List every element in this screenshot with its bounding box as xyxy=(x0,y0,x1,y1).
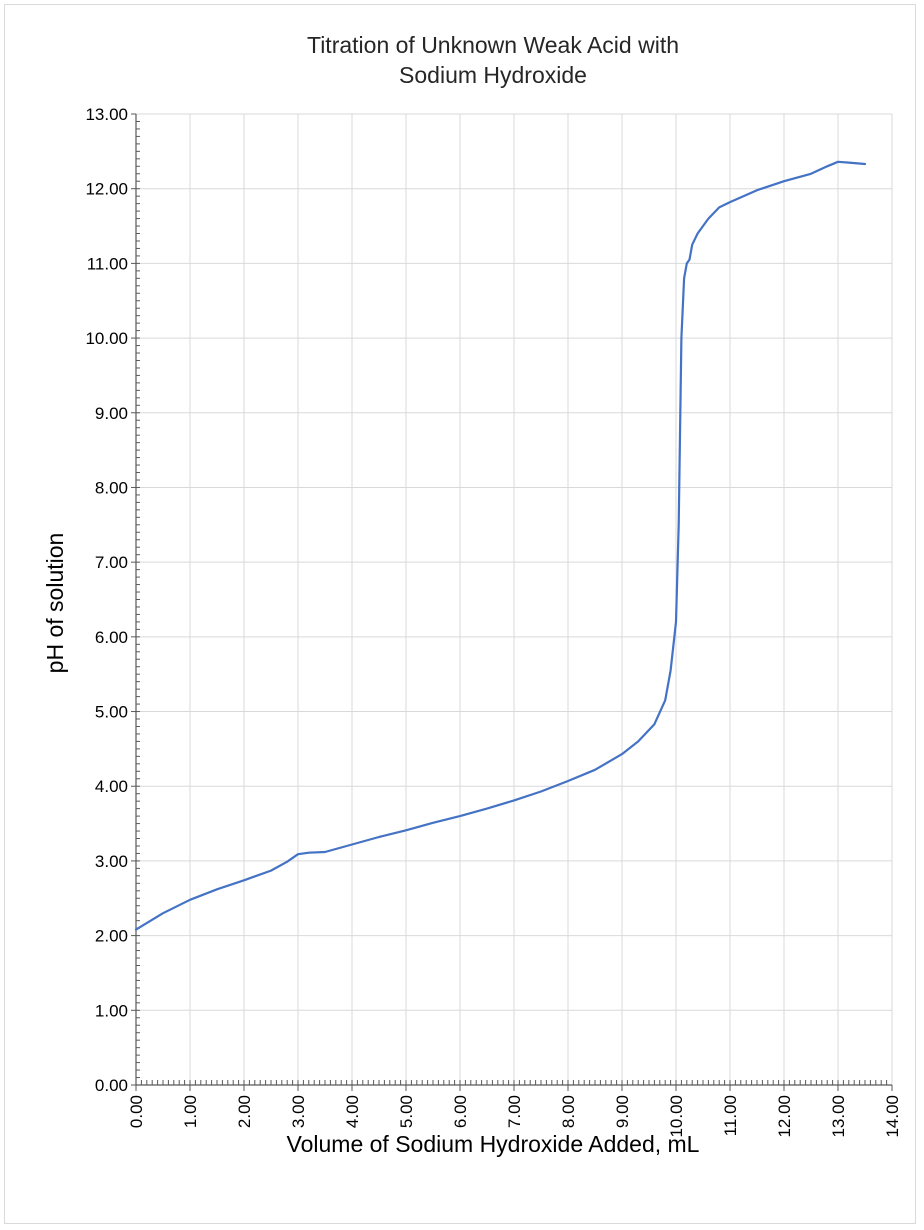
data-series xyxy=(134,160,867,931)
x-tick-label: 10.00 xyxy=(667,1095,686,1138)
y-tick-label: 11.00 xyxy=(87,254,128,273)
x-tick-label: 9.00 xyxy=(613,1095,632,1128)
chart-frame: Titration of Unknown Weak Acid with Sodi… xyxy=(4,4,916,1224)
x-tick-label: 1.00 xyxy=(181,1095,200,1128)
y-tick-label: 1.00 xyxy=(95,1001,128,1020)
x-tick-label: 11.00 xyxy=(721,1095,740,1136)
chart-title-line-2: Sodium Hydroxide xyxy=(399,62,587,88)
y-tick-label: 7.00 xyxy=(95,553,128,572)
x-tick-label: 3.00 xyxy=(289,1095,308,1128)
x-tick-label: 12.00 xyxy=(775,1095,794,1138)
x-tick-labels: 0.00 1.00 2.00 3.00 4.00 5.00 6.00 7.00 8.00 9.00… xyxy=(127,1095,902,1138)
x-tick-label: 13.00 xyxy=(829,1095,848,1138)
grid-lines xyxy=(136,113,893,1085)
y-axis-title: pH of solution xyxy=(42,533,68,674)
x-tick-label: 7.00 xyxy=(505,1095,524,1128)
chart-title-line-1: Titration of Unknown Weak Acid with xyxy=(307,32,679,58)
x-tick-label: 2.00 xyxy=(235,1095,254,1128)
x-tick-label: 5.00 xyxy=(397,1095,416,1128)
y-tick-label: 10.00 xyxy=(85,329,128,348)
series-line xyxy=(134,160,867,931)
x-tick-label: 8.00 xyxy=(559,1095,578,1128)
x-tick-label: 14.00 xyxy=(883,1095,902,1138)
y-tick-label: 5.00 xyxy=(95,703,128,722)
y-tick-label: 4.00 xyxy=(95,777,128,796)
x-tick-label: 0.00 xyxy=(127,1095,146,1128)
y-tick-label: 8.00 xyxy=(95,478,128,497)
y-tick-label: 6.00 xyxy=(95,628,128,647)
y-tick-label: 3.00 xyxy=(95,852,128,871)
x-axis-title: Volume of Sodium Hydroxide Added, mL xyxy=(287,1131,700,1157)
axes xyxy=(131,113,893,1091)
y-tick-label: 0.00 xyxy=(95,1076,128,1095)
y-tick-labels: 0.00 1.00 2.00 3.00 4.00 5.00 6.00 7.00 8.00 9.00… xyxy=(85,105,128,1095)
y-tick-label: 12.00 xyxy=(85,180,128,199)
y-tick-label: 2.00 xyxy=(95,927,128,946)
x-tick-label: 4.00 xyxy=(343,1095,362,1128)
titration-chart: Titration of Unknown Weak Acid with Sodi… xyxy=(42,32,902,1157)
y-tick-label: 13.00 xyxy=(85,105,128,124)
x-tick-label: 6.00 xyxy=(451,1095,470,1128)
y-tick-label: 9.00 xyxy=(95,404,128,423)
